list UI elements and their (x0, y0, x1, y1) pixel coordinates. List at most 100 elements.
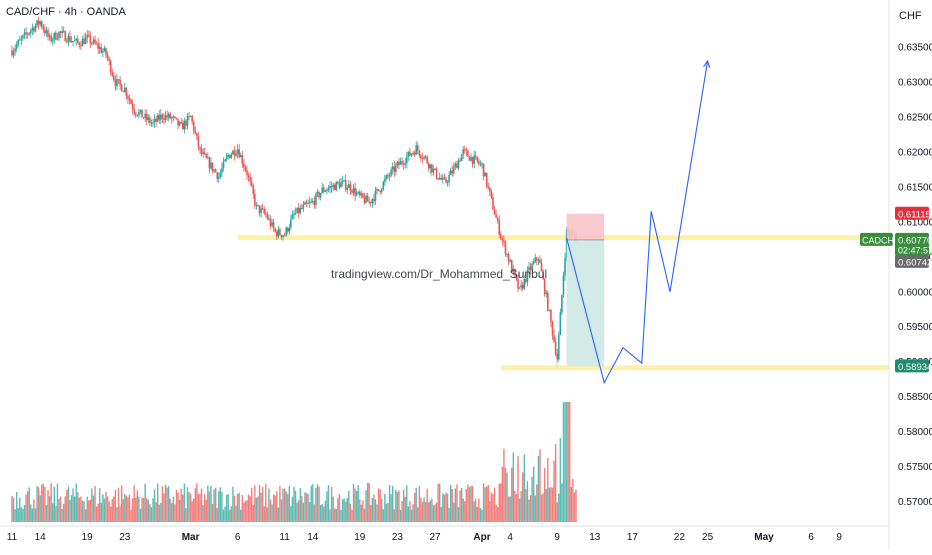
candle-body (78, 42, 81, 46)
volume-bar (341, 499, 344, 522)
volume-bar (150, 507, 153, 522)
candle-body (124, 87, 126, 92)
candle-body (92, 39, 95, 44)
price-zone-1 (237, 235, 889, 241)
candle-body (56, 38, 59, 40)
volume-bar (210, 485, 212, 522)
volume-bar (211, 503, 214, 522)
volume-bar (73, 496, 76, 522)
volume-bar (565, 402, 568, 522)
volume-bar (293, 486, 295, 522)
volume-bar (50, 483, 52, 522)
candle-body (396, 162, 399, 166)
volume-bar (382, 509, 384, 522)
candle-body (62, 30, 65, 32)
candle-body (70, 41, 73, 43)
candle-body (302, 204, 305, 209)
candle-body (463, 149, 466, 151)
candle-body (327, 187, 330, 190)
volume-bar (517, 456, 519, 522)
price-tick-label: 0.57500 (898, 462, 932, 473)
time-tick-label: 23 (392, 532, 404, 543)
volume-bar (442, 493, 444, 522)
candle-body (431, 164, 433, 173)
time-tick-label: Mar (182, 532, 200, 543)
projection-line (566, 60, 709, 385)
time-axis[interactable]: 11 14 19 23 Mar 6 11 14 19 23 27 Apr 4 9 13 17 22 25 May 6 9 (0, 525, 889, 543)
candle-body (489, 187, 491, 192)
candle-body (406, 156, 408, 164)
candle-body (382, 181, 385, 190)
volume-bar (575, 489, 577, 522)
candle-body (404, 163, 407, 165)
volume-bar (33, 499, 35, 522)
volume-bar (81, 500, 84, 522)
volume-bar (111, 499, 113, 522)
volume-bar (534, 495, 536, 522)
candle-body (94, 39, 96, 44)
volume-bar (17, 508, 19, 522)
candle-body (290, 218, 292, 228)
candle-body (222, 161, 225, 169)
candle-body (474, 155, 477, 157)
volume-bar (276, 490, 278, 522)
candle-body (58, 31, 60, 39)
candle-body (440, 178, 443, 180)
price-tick-label: 0.62500 (898, 112, 932, 123)
target-price-label: 0.58934 (895, 359, 932, 373)
candle-body (424, 156, 427, 158)
candle-body (528, 266, 530, 271)
candle-body (106, 54, 109, 59)
candle-body (180, 121, 182, 124)
volume-bar (48, 496, 51, 522)
candle-body (308, 202, 311, 204)
volume-bar (464, 501, 466, 522)
volume-bar (92, 495, 95, 522)
volume-bar (335, 508, 337, 522)
symbol-title: CAD/CHF · 4h · OANDA (6, 6, 126, 18)
volume-bar (263, 506, 265, 522)
candle-body (526, 270, 529, 282)
price-axis[interactable]: 0.63500 0.63000 0.62500 0.62000 0.61500 0.610… (888, 0, 932, 550)
volume-bar (94, 486, 96, 522)
candle-body (379, 190, 381, 193)
volume-bar (174, 504, 176, 522)
volume-bar (507, 496, 510, 522)
volume-bar (533, 466, 535, 522)
candle-body (87, 34, 90, 36)
candle-body (432, 168, 435, 173)
candle-body (120, 84, 123, 92)
volume-bar (381, 498, 383, 522)
candle-body (523, 278, 526, 289)
candle-body (221, 168, 223, 173)
volume-bar (83, 501, 85, 522)
candle-body (294, 212, 297, 214)
currency-label[interactable]: CHF (899, 10, 922, 22)
candle-body (255, 204, 258, 206)
short-position-tool[interactable] (566, 213, 605, 367)
candle-body (448, 174, 450, 183)
candle-body (192, 121, 195, 132)
volume-bar (186, 487, 189, 522)
volume-bar (22, 508, 24, 522)
volume-bar (313, 504, 316, 522)
candle-body (172, 116, 175, 118)
volume-bar (345, 501, 347, 522)
candle-body (141, 109, 143, 118)
volume-bar (244, 501, 247, 522)
candle-body (191, 115, 193, 122)
candle-body (199, 146, 201, 149)
time-tick-label: 14 (307, 532, 319, 543)
volume-bar (479, 507, 482, 522)
candle-body (457, 160, 460, 169)
candle-body (299, 207, 302, 214)
volume-bar (467, 484, 469, 522)
candle-body (536, 257, 538, 261)
volume-bar (117, 487, 120, 522)
volume-bar (188, 492, 190, 522)
candle-body (98, 47, 101, 49)
volume-bar (119, 506, 121, 522)
candle-body (103, 48, 106, 52)
